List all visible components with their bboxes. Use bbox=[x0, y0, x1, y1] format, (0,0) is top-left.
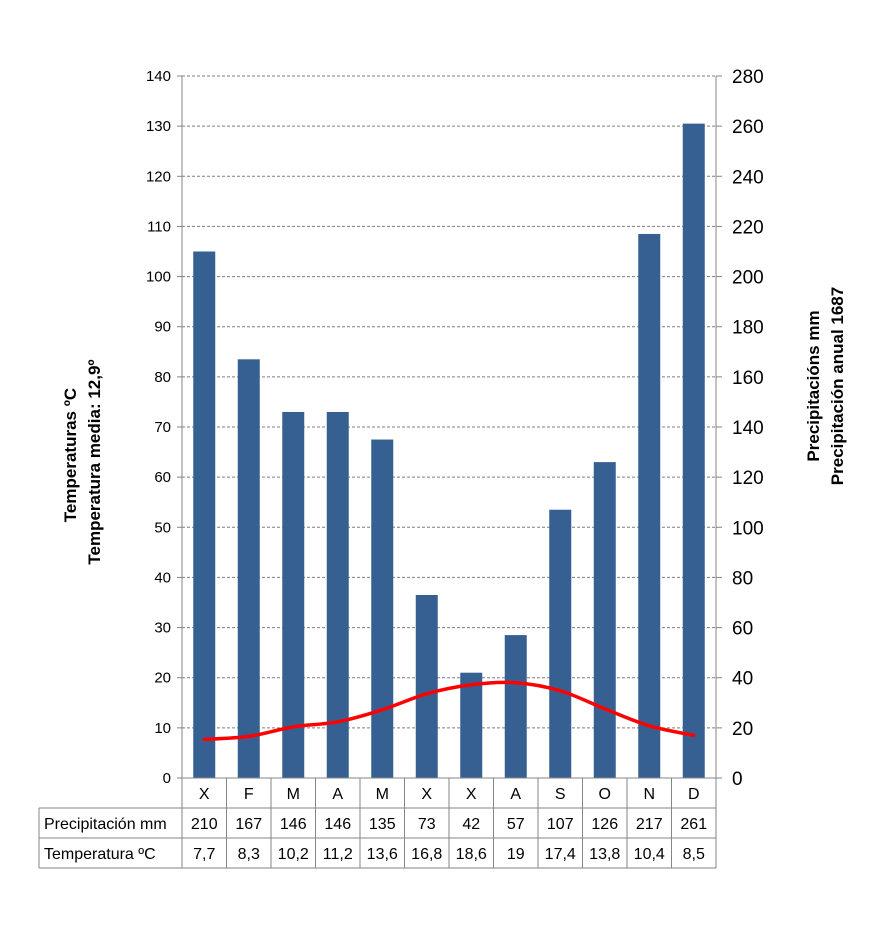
precipitation-value: 167 bbox=[235, 816, 262, 833]
category-label: M bbox=[287, 786, 300, 803]
left-tick-label: 110 bbox=[147, 218, 171, 235]
right-tick-label: 220 bbox=[732, 217, 764, 238]
temperature-value: 18,6 bbox=[456, 846, 487, 863]
precipitation-bar bbox=[593, 462, 616, 778]
precipitation-bar bbox=[237, 359, 260, 778]
temperature-value: 17,4 bbox=[545, 846, 576, 863]
right-tick-label: 280 bbox=[732, 67, 764, 88]
temperature-line bbox=[202, 680, 696, 742]
right-tick-label: 140 bbox=[732, 418, 764, 439]
precipitation-bar bbox=[460, 672, 483, 778]
category-label: A bbox=[510, 786, 521, 803]
left-tick-label: 90 bbox=[154, 319, 171, 336]
precipitation-bar bbox=[682, 123, 705, 778]
right-tick-label: 120 bbox=[732, 468, 764, 489]
left-tick-label: 0 bbox=[163, 770, 171, 787]
left-axis-title-line1: Temperaturas ºC bbox=[61, 388, 80, 522]
axes: 0 10 20 30 40 50 60 70 80 90 100 110 120 130 140 0 20 40 6… bbox=[146, 67, 764, 790]
precipitation-value: 126 bbox=[591, 816, 618, 833]
precipitation-bar bbox=[371, 439, 394, 778]
category-label: O bbox=[599, 786, 611, 803]
table-row-label-precipitation: Precipitación mm bbox=[44, 816, 167, 833]
left-tick-label: 70 bbox=[154, 419, 171, 436]
left-tick-label: 30 bbox=[154, 620, 171, 637]
gridlines bbox=[182, 75, 716, 729]
right-tick-label: 240 bbox=[732, 167, 764, 188]
right-tick-label: 200 bbox=[732, 268, 764, 289]
temperature-value: 19 bbox=[507, 846, 525, 863]
right-tick-label: 80 bbox=[732, 568, 753, 589]
category-label: F bbox=[244, 786, 254, 803]
category-label: D bbox=[688, 786, 700, 803]
temperature-value: 10,4 bbox=[634, 846, 665, 863]
left-axis-title-line2: Temperatura media: 12,9º bbox=[85, 359, 104, 564]
temperature-value: 7,7 bbox=[193, 846, 215, 863]
precipitation-value: 210 bbox=[191, 816, 218, 833]
precipitation-bar bbox=[282, 411, 305, 778]
left-tick-label: 80 bbox=[154, 369, 171, 386]
temperature-value: 13,6 bbox=[367, 846, 398, 863]
precipitation-bar bbox=[326, 411, 349, 778]
precipitation-value: 135 bbox=[369, 816, 396, 833]
right-axis-title-line2: Precipitación anual 1687 bbox=[828, 287, 847, 485]
category-label: X bbox=[421, 786, 432, 803]
right-tick-label: 20 bbox=[732, 719, 753, 740]
data-table: X F M A M X X A S O N D Precipitación mm Temperatura … bbox=[38, 777, 717, 869]
right-tick-label: 100 bbox=[732, 518, 764, 539]
right-tick-label: 180 bbox=[732, 318, 764, 339]
precipitation-value: 57 bbox=[507, 816, 525, 833]
left-tick-label: 120 bbox=[146, 168, 171, 185]
right-tick-label: 260 bbox=[732, 117, 764, 138]
right-tick-label: 40 bbox=[732, 669, 753, 690]
category-label: X bbox=[466, 786, 477, 803]
temperature-value: 13,8 bbox=[589, 846, 620, 863]
category-label: X bbox=[199, 786, 210, 803]
table-row-label-temperature: Temperatura ºC bbox=[44, 846, 156, 863]
temperature-value: 16,8 bbox=[411, 846, 442, 863]
left-tick-label: 20 bbox=[154, 670, 171, 687]
right-tick-label: 160 bbox=[732, 368, 764, 389]
category-label: N bbox=[643, 786, 655, 803]
precipitation-bars bbox=[193, 123, 705, 778]
precipitation-bar bbox=[193, 251, 216, 778]
category-label: S bbox=[555, 786, 566, 803]
right-tick-label: 60 bbox=[732, 619, 753, 640]
left-tick-label: 60 bbox=[154, 469, 171, 486]
precipitation-value: 146 bbox=[324, 816, 351, 833]
left-tick-label: 100 bbox=[146, 269, 171, 286]
precipitation-bar bbox=[415, 594, 438, 778]
right-tick-label: 0 bbox=[732, 769, 743, 790]
precipitation-value: 261 bbox=[680, 816, 707, 833]
left-tick-label: 130 bbox=[146, 118, 171, 135]
right-axis-title-line1: Precipitacións mm bbox=[804, 310, 823, 461]
precipitation-bar bbox=[638, 233, 661, 778]
precipitation-value: 73 bbox=[418, 816, 436, 833]
left-tick-label: 10 bbox=[154, 720, 171, 737]
temperature-series-line bbox=[202, 680, 696, 742]
left-tick-label: 40 bbox=[154, 569, 171, 586]
temperature-value: 8,3 bbox=[238, 846, 260, 863]
precipitation-value: 42 bbox=[462, 816, 480, 833]
temperature-value: 10,2 bbox=[278, 846, 309, 863]
left-tick-label: 50 bbox=[154, 519, 171, 536]
temperature-value: 8,5 bbox=[683, 846, 705, 863]
temperature-value: 11,2 bbox=[323, 846, 353, 863]
precipitation-bar bbox=[504, 635, 527, 778]
left-tick-label: 140 bbox=[146, 68, 171, 85]
precipitation-value: 107 bbox=[547, 816, 574, 833]
precipitation-value: 146 bbox=[280, 816, 307, 833]
precipitation-value: 217 bbox=[636, 816, 663, 833]
category-label: M bbox=[376, 786, 389, 803]
category-label: A bbox=[332, 786, 343, 803]
precipitation-bar bbox=[549, 509, 572, 778]
